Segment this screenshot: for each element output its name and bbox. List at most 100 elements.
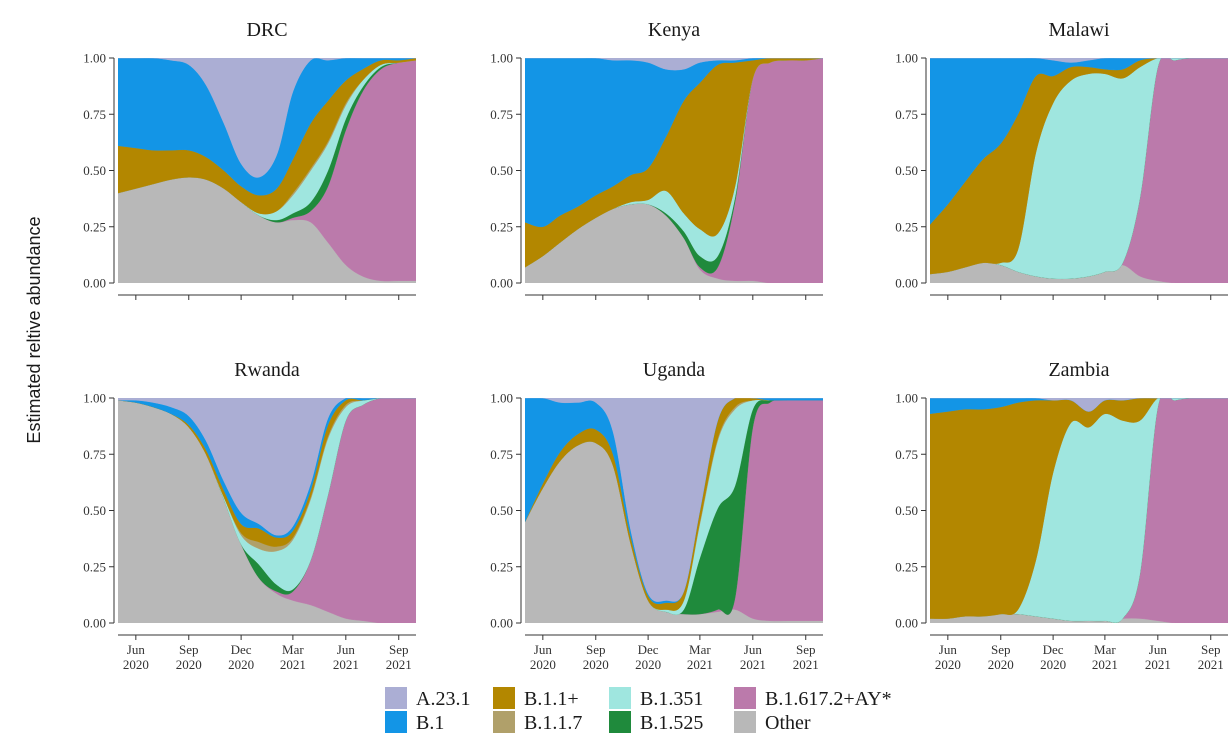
legend-swatch (385, 711, 407, 733)
x-tick-label-year: 2020 (176, 657, 202, 672)
y-tick-label: 0.00 (83, 276, 106, 291)
area-a-23-1 (118, 58, 416, 178)
x-tick-label-month: Jun (127, 642, 146, 657)
y-tick-label: 0.00 (490, 616, 513, 631)
y-tick-label: 1.00 (490, 51, 513, 66)
x-tick-label-year: 2020 (635, 657, 661, 672)
legend-swatch (734, 687, 756, 709)
x-tick-label-month: Sep (1201, 642, 1221, 657)
x-tick-label-month: Sep (991, 642, 1011, 657)
x-tick-label-month: Sep (796, 642, 816, 657)
legend-item-b-1-617-2-ay: B.1.617.2+AY* (734, 687, 892, 710)
y-tick-label: 0.50 (490, 503, 513, 518)
legend-label: B.1.351 (640, 688, 703, 710)
x-tick-label-month: Mar (1094, 642, 1116, 657)
panel-title: Zambia (1048, 359, 1109, 381)
y-tick-label: 0.25 (83, 219, 106, 234)
x-tick-label-year: 2020 (123, 657, 149, 672)
y-tick-label: 1.00 (490, 391, 513, 406)
x-tick-label-year: 2021 (1145, 657, 1171, 672)
stacked-areas (118, 58, 416, 283)
legend-item-other: Other (734, 711, 811, 734)
area-b-1 (930, 58, 1228, 225)
stacked-areas (930, 58, 1228, 283)
stacked-areas (525, 58, 823, 283)
legend-item-b-1-525: B.1.525 (609, 711, 703, 734)
x-tick-label-year: 2020 (583, 657, 609, 672)
y-tick-label: 0.25 (83, 559, 106, 574)
y-tick-label: 0.25 (895, 559, 918, 574)
panel-drc: DRC 0.00 0.25 0.50 0.75 1.00 (83, 19, 416, 300)
y-tick-label: 0.25 (895, 219, 918, 234)
y-tick-label: 0.50 (895, 503, 918, 518)
panel-title: Uganda (643, 359, 705, 381)
stacked-areas (930, 398, 1228, 623)
x-tick-label-year: 2021 (740, 657, 766, 672)
panel-title: Malawi (1048, 19, 1110, 41)
y-axis-label: Estimated reltive abundance (24, 216, 44, 443)
area-a-23-1 (930, 398, 1228, 412)
x-tick-label-month: Jun (337, 642, 356, 657)
legend-swatch (493, 711, 515, 733)
x-tick-label-year: 2021 (386, 657, 412, 672)
area-a-23-1 (930, 58, 1228, 63)
y-tick-label: 0.50 (490, 163, 513, 178)
y-tick-label: 1.00 (83, 51, 106, 66)
legend-swatch (609, 687, 631, 709)
y-tick-label: 0.50 (895, 163, 918, 178)
y-tick-label: 0.25 (490, 219, 513, 234)
x-tick-label-month: Jun (534, 642, 553, 657)
x-tick-label-month: Sep (389, 642, 409, 657)
panel-uganda: Uganda0.000.250.500.751.00Jun2020Sep2020… (490, 359, 823, 672)
legend-label: Other (765, 712, 811, 734)
legend-label: B.1.1.7 (524, 712, 582, 734)
legend-item-b-1-351: B.1.351 (609, 687, 703, 710)
x-tick-label-year: 2021 (1198, 657, 1224, 672)
panel-title: Kenya (648, 19, 700, 41)
y-tick-label: 1.00 (895, 391, 918, 406)
x-tick-label-month: Dec (231, 642, 252, 657)
x-tick-label-year: 2021 (687, 657, 713, 672)
y-tick-label: 0.75 (83, 447, 106, 462)
x-tick-label-month: Mar (282, 642, 304, 657)
legend-swatch (493, 687, 515, 709)
y-tick-label: 1.00 (895, 51, 918, 66)
x-tick-label-month: Dec (638, 642, 659, 657)
x-tick-label-year: 2020 (530, 657, 556, 672)
y-tick-label: 0.00 (895, 276, 918, 291)
panel-title: DRC (246, 19, 287, 41)
y-tick-label: 0.00 (895, 616, 918, 631)
x-tick-label-year: 2020 (988, 657, 1014, 672)
legend-label: B.1.525 (640, 712, 703, 734)
stacked-areas (525, 398, 823, 623)
y-tick-label: 0.00 (490, 276, 513, 291)
area-a-23-1 (525, 398, 823, 602)
area-a-23-1 (118, 398, 416, 536)
y-tick-label: 0.75 (895, 447, 918, 462)
y-tick-label: 0.50 (83, 163, 106, 178)
x-tick-label-month: Jun (744, 642, 763, 657)
x-tick-label-year: 2021 (333, 657, 359, 672)
area-a-23-1 (525, 58, 823, 71)
y-tick-label: 0.75 (895, 107, 918, 122)
panel-rwanda: Rwanda0.000.250.500.751.00Jun2020Sep2020… (83, 359, 416, 672)
y-tick-label: 0.75 (83, 107, 106, 122)
x-tick-label-month: Jun (1149, 642, 1168, 657)
y-tick-label: 0.25 (490, 559, 513, 574)
legend-label: B.1.617.2+AY* (765, 688, 892, 710)
legend-item-b-1: B.1 (385, 711, 444, 734)
y-tick-label: 0.75 (490, 447, 513, 462)
x-tick-label-month: Jun (939, 642, 958, 657)
legend-swatch (734, 711, 756, 733)
x-tick-label-year: 2020 (1040, 657, 1066, 672)
area-b-1 (930, 398, 1228, 414)
legend-label: B.1 (416, 712, 444, 734)
legend-swatch (609, 711, 631, 733)
chart-panels: DRC 0.00 0.25 0.50 0.75 1.00 Kenya 0.00 0.25 0.50… (83, 19, 1228, 672)
x-tick-label-month: Dec (1043, 642, 1064, 657)
x-tick-label-month: Sep (586, 642, 606, 657)
stacked-areas (118, 398, 416, 623)
panel-title: Rwanda (234, 359, 300, 381)
legend-item-a-23-1: A.23.1 (385, 687, 470, 710)
